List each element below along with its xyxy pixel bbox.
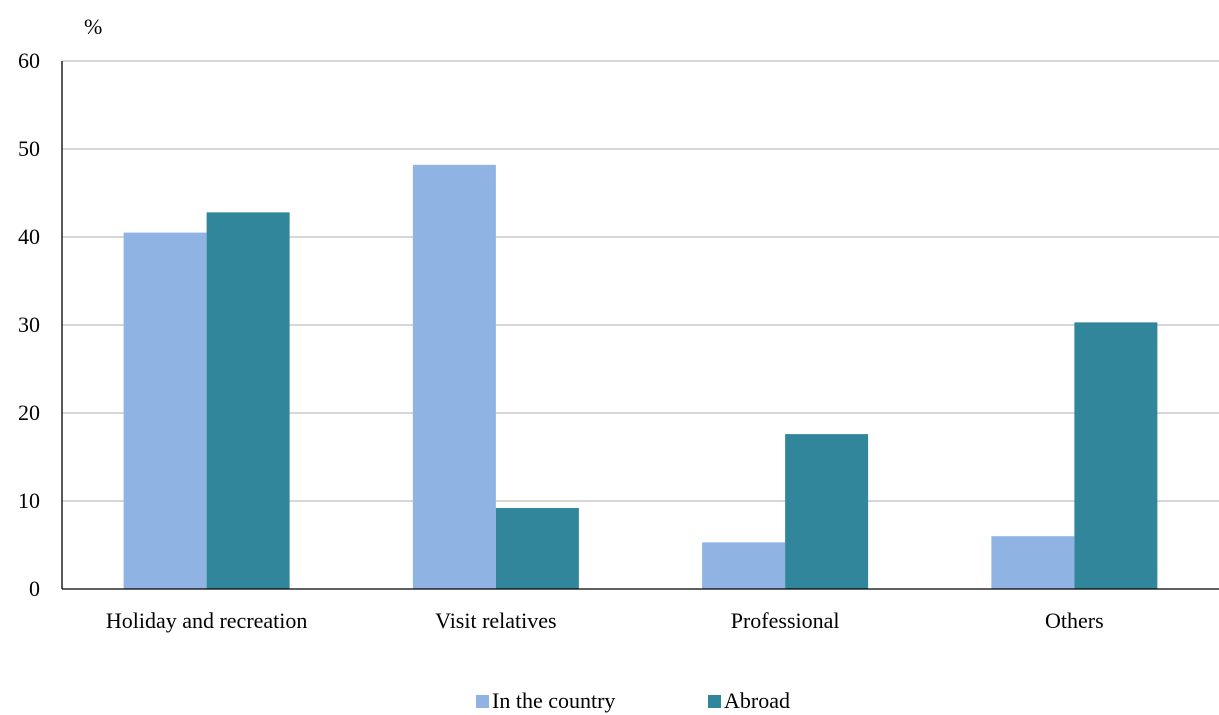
x-tick-label: Professional xyxy=(731,608,840,633)
y-tick-label: 20 xyxy=(18,400,40,425)
y-tick-label: 60 xyxy=(18,48,40,73)
y-tick-label: 10 xyxy=(18,488,40,513)
x-tick-label: Visit relatives xyxy=(435,608,556,633)
bar-abroad xyxy=(495,508,579,589)
bar-in-the-country xyxy=(123,232,207,589)
x-tick-labels: Holiday and recreation Visit relatives Pro… xyxy=(106,608,1104,633)
legend-label: Abroad xyxy=(724,688,790,713)
bar-in-the-country xyxy=(412,164,496,589)
bar-abroad xyxy=(785,434,869,589)
legend-label: In the country xyxy=(492,688,615,713)
bar-in-the-country xyxy=(702,542,786,589)
x-tick-label: Holiday and recreation xyxy=(106,608,308,633)
y-tick-label: 50 xyxy=(18,136,40,161)
y-tick-label: 30 xyxy=(18,312,40,337)
y-tick-labels: 0 10 20 30 40 50 60 xyxy=(18,48,40,601)
x-tick-label: Others xyxy=(1045,608,1104,633)
bar-abroad xyxy=(206,212,290,590)
legend: In the country Abroad xyxy=(476,688,790,713)
legend-swatch xyxy=(476,695,489,708)
bar-in-the-country xyxy=(991,536,1075,589)
axes xyxy=(61,61,1219,590)
legend-swatch xyxy=(708,695,721,708)
y-unit-label: % xyxy=(84,14,102,39)
y-tick-label: 40 xyxy=(18,224,40,249)
bar-abroad xyxy=(1074,322,1158,589)
bars xyxy=(123,164,1158,590)
y-tick-label: 0 xyxy=(29,576,40,601)
